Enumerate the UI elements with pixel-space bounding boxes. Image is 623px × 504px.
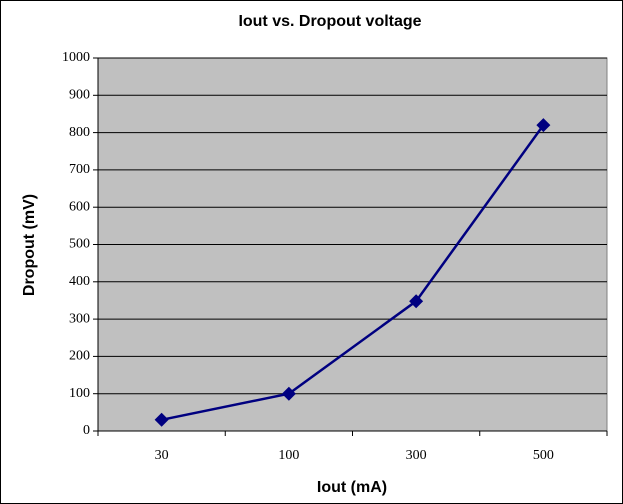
data-marker — [281, 386, 296, 401]
data-line — [161, 124, 545, 422]
x-tick-label: 300 — [406, 448, 427, 463]
y-tick-label: 200 — [69, 349, 90, 364]
y-tick-label: 1000 — [62, 50, 90, 65]
x-tick-label: 100 — [278, 448, 299, 463]
y-tick-label: 100 — [69, 386, 90, 401]
x-tick-label: 500 — [533, 448, 554, 463]
y-tick-label: 800 — [69, 125, 90, 140]
y-tick-label: 500 — [69, 237, 90, 252]
y-tick-label: 0 — [83, 423, 90, 438]
x-axis-label: Iout (mA) — [317, 479, 387, 496]
y-tick-label: 600 — [69, 199, 90, 214]
data-marker — [536, 118, 551, 133]
y-axis-label: Dropout (mV) — [21, 194, 38, 296]
data-marker — [409, 294, 424, 309]
y-tick-label: 700 — [69, 162, 90, 177]
y-tick-label: 300 — [69, 311, 90, 326]
y-tick-label: 900 — [69, 88, 90, 103]
y-tick-label: 400 — [69, 274, 90, 289]
chart-title: Iout vs. Dropout voltage — [238, 13, 421, 30]
x-tick-label: 30 — [155, 448, 169, 463]
data-marker — [154, 412, 169, 427]
